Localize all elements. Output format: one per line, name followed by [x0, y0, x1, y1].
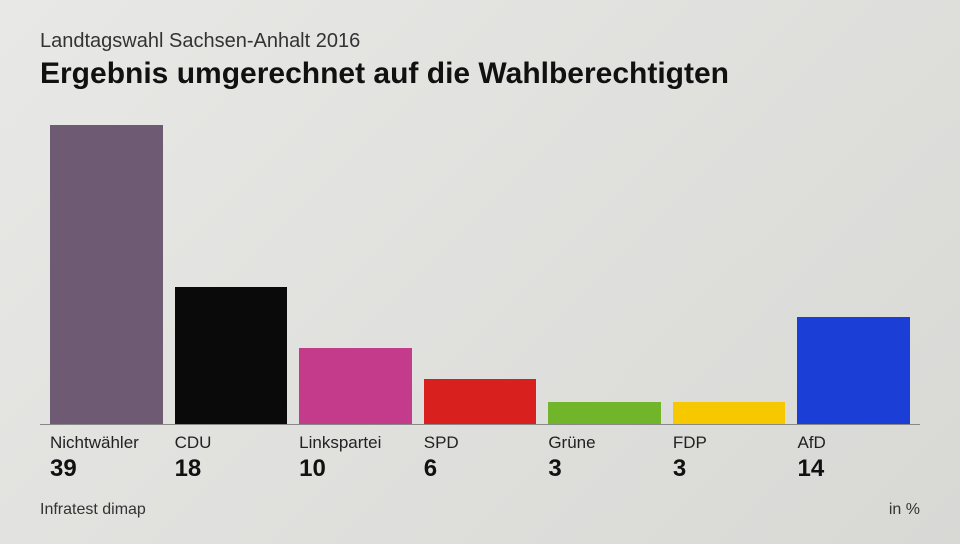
category-label: Linkspartei — [299, 433, 381, 453]
chart-header: Landtagswahl Sachsen-Anhalt 2016 Ergebni… — [40, 30, 920, 91]
chart-baseline — [40, 424, 920, 425]
bar-wrapper — [673, 111, 786, 425]
bar-wrapper — [299, 111, 412, 425]
chart-area — [40, 111, 920, 425]
labels-row: Nichtwähler 39 CDU 18 Linkspartei 10 SPD… — [40, 425, 920, 483]
bar-wrapper — [424, 111, 537, 425]
label-wrapper: AfD 14 — [797, 433, 910, 483]
value-label: 39 — [50, 455, 77, 483]
unit-label: in % — [889, 501, 920, 519]
bar-wrapper — [548, 111, 661, 425]
value-label: 6 — [424, 455, 437, 483]
bar-nichtwaehler — [50, 125, 163, 425]
label-wrapper: Linkspartei 10 — [299, 433, 412, 483]
value-label: 14 — [797, 455, 824, 483]
label-wrapper: Grüne 3 — [548, 433, 661, 483]
category-label: Grüne — [548, 433, 595, 453]
chart-title: Ergebnis umgerechnet auf die Wahlberecht… — [40, 57, 920, 91]
category-label: SPD — [424, 433, 459, 453]
label-wrapper: SPD 6 — [424, 433, 537, 483]
bar-gruene — [548, 402, 661, 425]
value-label: 3 — [548, 455, 561, 483]
bar-wrapper — [175, 111, 288, 425]
bar-wrapper — [50, 111, 163, 425]
value-label: 3 — [673, 455, 686, 483]
label-wrapper: CDU 18 — [175, 433, 288, 483]
category-label: FDP — [673, 433, 707, 453]
value-label: 10 — [299, 455, 326, 483]
bar-cdu — [175, 287, 288, 425]
category-label: AfD — [797, 433, 825, 453]
label-wrapper: FDP 3 — [673, 433, 786, 483]
category-label: CDU — [175, 433, 212, 453]
chart-container: Landtagswahl Sachsen-Anhalt 2016 Ergebni… — [0, 0, 960, 544]
category-label: Nichtwähler — [50, 433, 139, 453]
bar-spd — [424, 379, 537, 425]
source-label: Infratest dimap — [40, 501, 146, 519]
value-label: 18 — [175, 455, 202, 483]
bar-linkspartei — [299, 348, 412, 425]
chart-footer: Infratest dimap in % — [40, 501, 920, 519]
bar-fdp — [673, 402, 786, 425]
bar-afd — [797, 317, 910, 425]
bar-wrapper — [797, 111, 910, 425]
label-wrapper: Nichtwähler 39 — [50, 433, 163, 483]
chart-subtitle: Landtagswahl Sachsen-Anhalt 2016 — [40, 30, 920, 53]
